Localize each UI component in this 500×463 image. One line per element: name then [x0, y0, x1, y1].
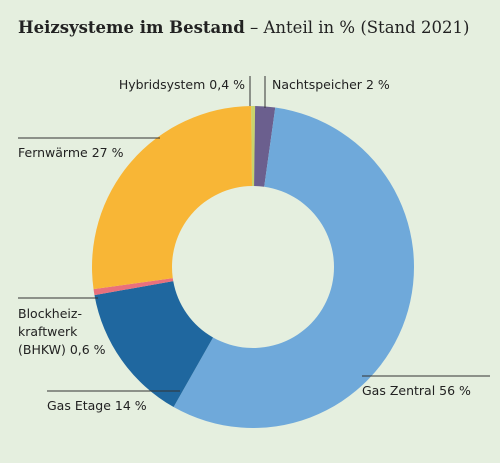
category-label: Fernwärme [18, 145, 88, 160]
value-label: 14 % [114, 398, 147, 413]
donut-slice [251, 105, 256, 187]
donut-slice [93, 278, 174, 296]
value-label: 0,6 % [69, 342, 106, 357]
value-label: 27 % [91, 145, 124, 160]
slice-label: Gas Zentral 56 % [362, 382, 492, 400]
chart-title: Heizsysteme im Bestand [18, 18, 245, 37]
value-label: 0,4 % [209, 77, 245, 92]
category-label: Blockheiz-kraftwerk (BHKW) [18, 306, 82, 357]
category-label: Nachtspeicher [272, 77, 362, 92]
value-label: 56 % [439, 383, 471, 398]
category-label: Hybridsystem [118, 77, 206, 92]
value-label: 2 % [365, 77, 390, 92]
slice-label: Gas Etage 14 % [47, 397, 197, 415]
title-block: Heizsysteme im Bestand – Anteil in % (St… [18, 18, 469, 37]
slice-label: Fernwärme 27 % [18, 144, 168, 162]
chart-subtitle: – Anteil in % (Stand 2021) [250, 18, 470, 37]
category-label: Gas Zentral [362, 383, 436, 398]
slice-label: Blockheiz-kraftwerk (BHKW) 0,6 % [18, 305, 118, 359]
donut-slice [92, 106, 253, 290]
donut-slice [94, 281, 214, 408]
donut-slice [254, 106, 276, 187]
category-label: Gas Etage [47, 398, 111, 413]
slice-label: Hybridsystem 0,4 % [60, 76, 245, 94]
slice-label: Nachtspeicher 2 % [272, 76, 472, 94]
donut-slice [173, 107, 415, 428]
